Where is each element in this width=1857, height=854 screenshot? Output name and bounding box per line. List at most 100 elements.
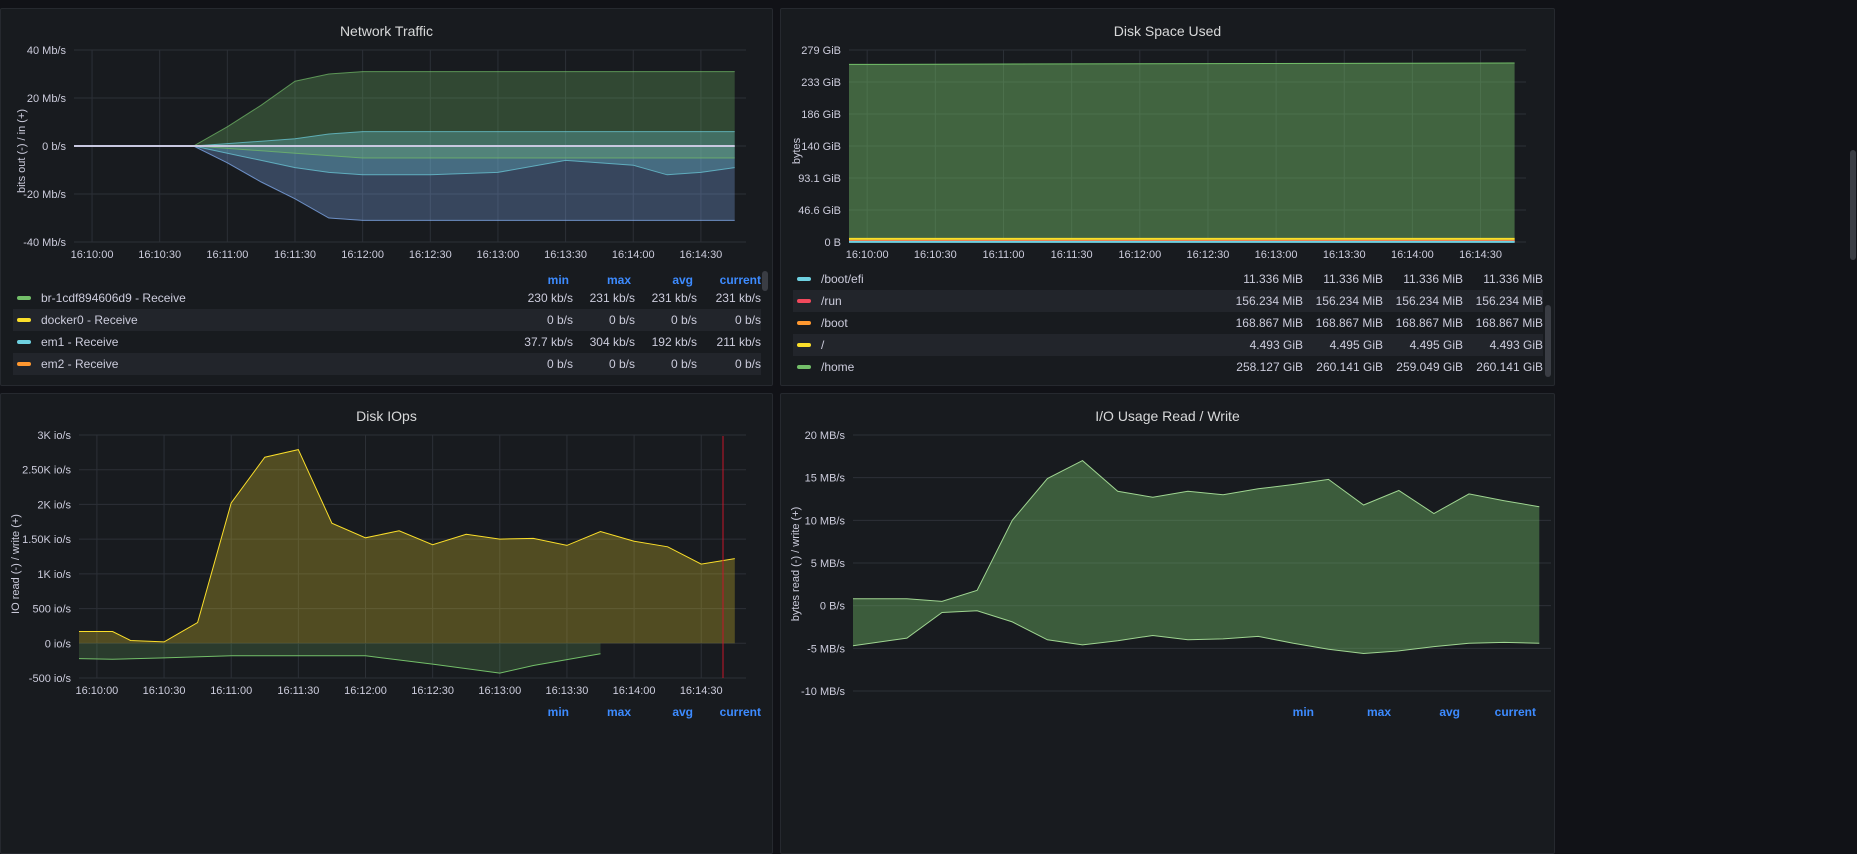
- em1-transmit-area-line: [74, 145, 735, 221]
- panel-title[interactable]: Network Traffic: [339, 23, 434, 39]
- x-tick-label: 16:10:30: [138, 249, 181, 261]
- y-tick-label: 1.50K io/s: [22, 534, 71, 546]
- series-current: 156.234 MiB: [1475, 294, 1543, 308]
- legend-scrollbar[interactable]: [762, 271, 768, 291]
- legend-header-max[interactable]: max: [1366, 705, 1391, 719]
- series-name[interactable]: br-1cdf894606d9 - Receive: [41, 291, 186, 305]
- legend-header-current[interactable]: current: [719, 273, 761, 287]
- legend-header-min[interactable]: min: [547, 705, 569, 719]
- page-scrollbar[interactable]: [1850, 150, 1856, 260]
- series-color-swatch[interactable]: [17, 296, 31, 300]
- series-name[interactable]: /run: [821, 294, 842, 308]
- legend-row[interactable]: docker0 - Receive 0 b/s 0 b/s 0 b/s 0 b/s: [13, 309, 761, 331]
- series-name[interactable]: docker0 - Receive: [41, 313, 138, 327]
- legend-row[interactable]: /boot/efi 11.336 MiB 11.336 MiB 11.336 MiB 1…: [793, 268, 1543, 290]
- legend-scrollbar[interactable]: [1545, 305, 1551, 377]
- x-tick-label: 16:12:30: [409, 249, 452, 261]
- y-tick-label: 40 Mb/s: [27, 45, 67, 57]
- legend-row[interactable]: br-1cdf894606d9 - Receive 230 kb/s 231 kb/…: [13, 287, 761, 309]
- y-tick-label: -500 io/s: [29, 673, 72, 685]
- y-tick-label: 10 MB/s: [805, 515, 846, 527]
- y-axis-label: bytes read (-) / write (+): [790, 507, 802, 622]
- disk-space-panel: Disk Space Used 279 GiB 233 GiB 186 GiB 140…: [780, 8, 1555, 386]
- series-current: 231 kb/s: [715, 291, 761, 305]
- series-color-swatch[interactable]: [797, 299, 811, 303]
- series-avg: 0 b/s: [670, 357, 697, 371]
- legend-header-max[interactable]: max: [606, 273, 631, 287]
- em1-out-mid-area: [74, 146, 735, 175]
- series-min: 258.127 GiB: [1236, 360, 1303, 374]
- x-tick-label: 16:11:30: [277, 685, 319, 697]
- x-tick-label: 16:14:30: [1459, 249, 1502, 261]
- legend-header-min[interactable]: min: [547, 273, 569, 287]
- y-tick-label: 3K io/s: [37, 430, 71, 442]
- series-current: 168.867 MiB: [1475, 316, 1543, 330]
- y-axis-label: IO read (-) / write (+): [10, 514, 22, 614]
- panel-title[interactable]: I/O Usage Read / Write: [1095, 408, 1240, 424]
- disk-iops-chart[interactable]: 3K io/s 2.50K io/s 2K io/s 1.50K io/s 1K io/…: [1, 394, 773, 704]
- y-tick-label: 20 Mb/s: [27, 93, 67, 105]
- network-traffic-chart[interactable]: 40 Mb/s 20 Mb/s 0 b/s -20 Mb/s -40 Mb/s 16:1…: [1, 9, 773, 279]
- legend-row[interactable]: /boot 168.867 MiB 168.867 MiB 168.867 MiB 16…: [793, 312, 1543, 334]
- io-usage-panel: I/O Usage Read / Write 20 MB/s 15 MB/s 10 …: [780, 393, 1555, 854]
- series-max: 304 kb/s: [589, 335, 635, 349]
- series-color-swatch[interactable]: [17, 340, 31, 344]
- series-color-swatch[interactable]: [797, 277, 811, 281]
- legend-row[interactable]: /home 258.127 GiB 260.141 GiB 259.049 GiB 26…: [793, 356, 1543, 378]
- x-tick-label: 16:12:00: [341, 249, 384, 261]
- legend-header-avg[interactable]: avg: [672, 705, 693, 719]
- legend-header-avg[interactable]: avg: [672, 273, 693, 287]
- legend-header-max[interactable]: max: [606, 705, 631, 719]
- series-current: 260.141 GiB: [1476, 360, 1543, 374]
- series-avg: 192 kb/s: [651, 335, 697, 349]
- write-line: [853, 460, 1540, 602]
- legend-row[interactable]: /run 156.234 MiB 156.234 MiB 156.234 MiB 156…: [793, 290, 1543, 312]
- em1-receive-area-line: [74, 131, 735, 147]
- series-name[interactable]: em2 - Receive: [41, 357, 119, 371]
- series-min: 0 b/s: [546, 357, 573, 371]
- x-tick-label: 16:13:00: [478, 685, 521, 697]
- y-tick-label: -10 MB/s: [801, 686, 846, 698]
- disk-iops-panel: Disk IOps 3K io/s 2.50K io/s 2K io/s 1.50K …: [0, 393, 773, 854]
- home-area: [849, 63, 1515, 242]
- series-min: 37.7 kb/s: [524, 335, 573, 349]
- series-color-swatch[interactable]: [797, 365, 811, 369]
- legend-row[interactable]: / 4.493 GiB 4.495 GiB 4.495 GiB 4.493 GiB: [793, 334, 1543, 356]
- x-tick-label: 16:12:30: [1187, 249, 1230, 261]
- x-tick-label: 16:12:00: [344, 685, 387, 697]
- x-tick-label: 16:11:00: [206, 249, 248, 261]
- panel-title[interactable]: Disk Space Used: [1113, 23, 1222, 39]
- io-usage-chart[interactable]: 20 MB/s 15 MB/s 10 MB/s 5 MB/s 0 B/s -5 MB/s -…: [781, 394, 1555, 704]
- y-tick-label: 233 GiB: [801, 77, 841, 89]
- y-tick-label: 279 GiB: [801, 45, 841, 57]
- series-name[interactable]: /boot/efi: [821, 272, 864, 286]
- legend-row[interactable]: em1 - Receive 37.7 kb/s 304 kb/s 192 kb/s 21…: [13, 331, 761, 353]
- legend-row[interactable]: em2 - Receive 0 b/s 0 b/s 0 b/s 0 b/s: [13, 353, 761, 375]
- legend-header-avg[interactable]: avg: [1439, 705, 1460, 719]
- write-line: [79, 449, 735, 643]
- series-name[interactable]: em1 - Receive: [41, 335, 119, 349]
- series-color-swatch[interactable]: [797, 343, 811, 347]
- series-avg: 168.867 MiB: [1395, 316, 1463, 330]
- legend-header-current[interactable]: current: [1494, 705, 1536, 719]
- legend-header-min[interactable]: min: [1292, 705, 1314, 719]
- legend-header-current[interactable]: current: [719, 705, 761, 719]
- x-tick-label: 16:14:00: [612, 249, 655, 261]
- series-name[interactable]: /: [821, 338, 825, 352]
- x-tick-label: 16:11:30: [274, 249, 316, 261]
- series-color-swatch[interactable]: [17, 362, 31, 366]
- series-color-swatch[interactable]: [17, 318, 31, 322]
- series-min: 156.234 MiB: [1235, 294, 1303, 308]
- series-name[interactable]: /home: [821, 360, 855, 374]
- br-1cdf894606d9-transmit-area: [74, 71, 735, 146]
- x-tick-label: 16:14:00: [1391, 249, 1434, 261]
- series-min: 0 b/s: [546, 313, 573, 327]
- disk-space-chart[interactable]: 279 GiB 233 GiB 186 GiB 140 GiB 93.1 GiB 46.6…: [781, 9, 1555, 274]
- x-tick-label: 16:12:00: [1118, 249, 1161, 261]
- x-tick-label: 16:10:00: [846, 249, 889, 261]
- x-tick-label: 16:13:30: [544, 249, 587, 261]
- read-area: [853, 605, 1540, 654]
- panel-title[interactable]: Disk IOps: [356, 408, 417, 424]
- series-color-swatch[interactable]: [797, 321, 811, 325]
- series-name[interactable]: /boot: [821, 316, 848, 330]
